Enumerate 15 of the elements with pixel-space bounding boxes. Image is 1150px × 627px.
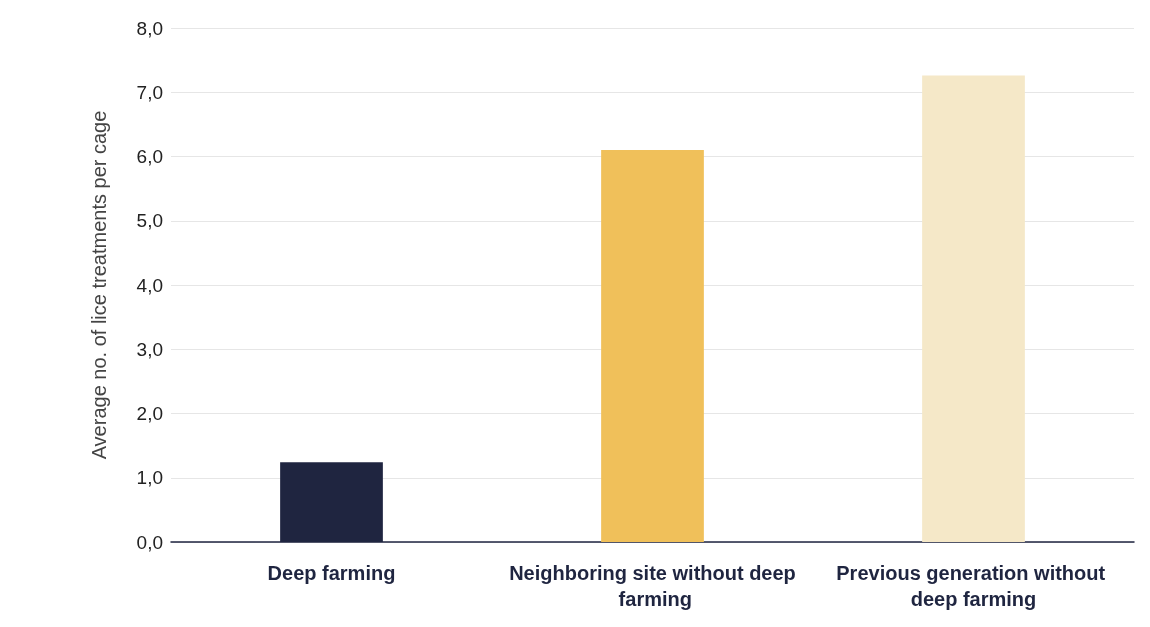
bar (922, 75, 1025, 542)
y-tick-label: 0,0 (136, 531, 163, 553)
y-tick-label: 6,0 (136, 146, 163, 167)
x-tick-label: Previous generation without deep farming (836, 562, 1111, 610)
x-tick-label: Deep farming (267, 562, 396, 584)
y-tick-label: 7,0 (136, 81, 163, 103)
y-tick-label: 1,0 (136, 467, 163, 489)
bar (601, 150, 704, 542)
y-tick-label: 8,0 (136, 17, 163, 39)
y-axis-title: Average no. of lice treatments per cage (88, 110, 110, 460)
y-tick-label: 2,0 (136, 403, 163, 424)
y-tick-label: 3,0 (136, 338, 163, 360)
y-tick-label: 5,0 (136, 210, 163, 232)
y-tick-label: 4,0 (136, 274, 163, 296)
x-tick-label: Neighboring site without deep farming (509, 562, 796, 610)
